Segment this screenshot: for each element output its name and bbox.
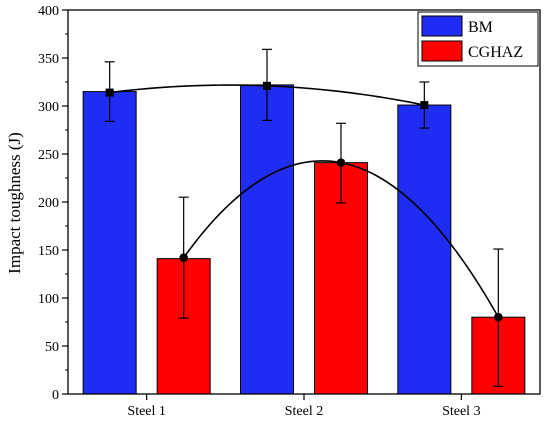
- x-tick-label: Steel 1: [127, 404, 166, 419]
- y-tick-label: 0: [52, 388, 59, 403]
- plot-frame: [67, 9, 541, 395]
- point-bm-3: [420, 101, 429, 110]
- y-tick-label: 200: [38, 196, 59, 211]
- point-bm-2: [263, 81, 271, 90]
- legend-swatch-bm: [421, 15, 463, 37]
- bar-bm-3: [397, 104, 452, 395]
- y-tick-label: 50: [45, 340, 59, 355]
- bar-bm-1: [82, 91, 137, 395]
- point-cghaz-2: [336, 158, 346, 167]
- point-cghaz-1: [179, 253, 188, 262]
- x-tick-label: Steel 3: [442, 404, 481, 419]
- legend-swatch-cghaz: [421, 40, 463, 62]
- point-cghaz-3: [494, 312, 503, 322]
- y-tick-label: 400: [38, 4, 59, 19]
- y-tick-label: 300: [38, 100, 59, 115]
- y-tick-label: 350: [38, 52, 59, 67]
- y-tick-label: 250: [38, 148, 59, 163]
- y-tick-label: 150: [38, 244, 59, 259]
- bar-bm-2: [240, 84, 294, 395]
- y-axis-title: Impact toughness (J): [5, 132, 24, 274]
- point-bm-1: [105, 88, 114, 97]
- chart-marks: 0 50 100 150 200 250 300 350 400 Steel 1 Steel 2 St…: [38, 4, 541, 419]
- legend-label-cghaz: CGHAZ: [468, 44, 523, 61]
- y-tick-label: 100: [38, 292, 59, 307]
- x-tick-label: Steel 2: [285, 404, 324, 419]
- legend-label-bm: BM: [468, 19, 493, 36]
